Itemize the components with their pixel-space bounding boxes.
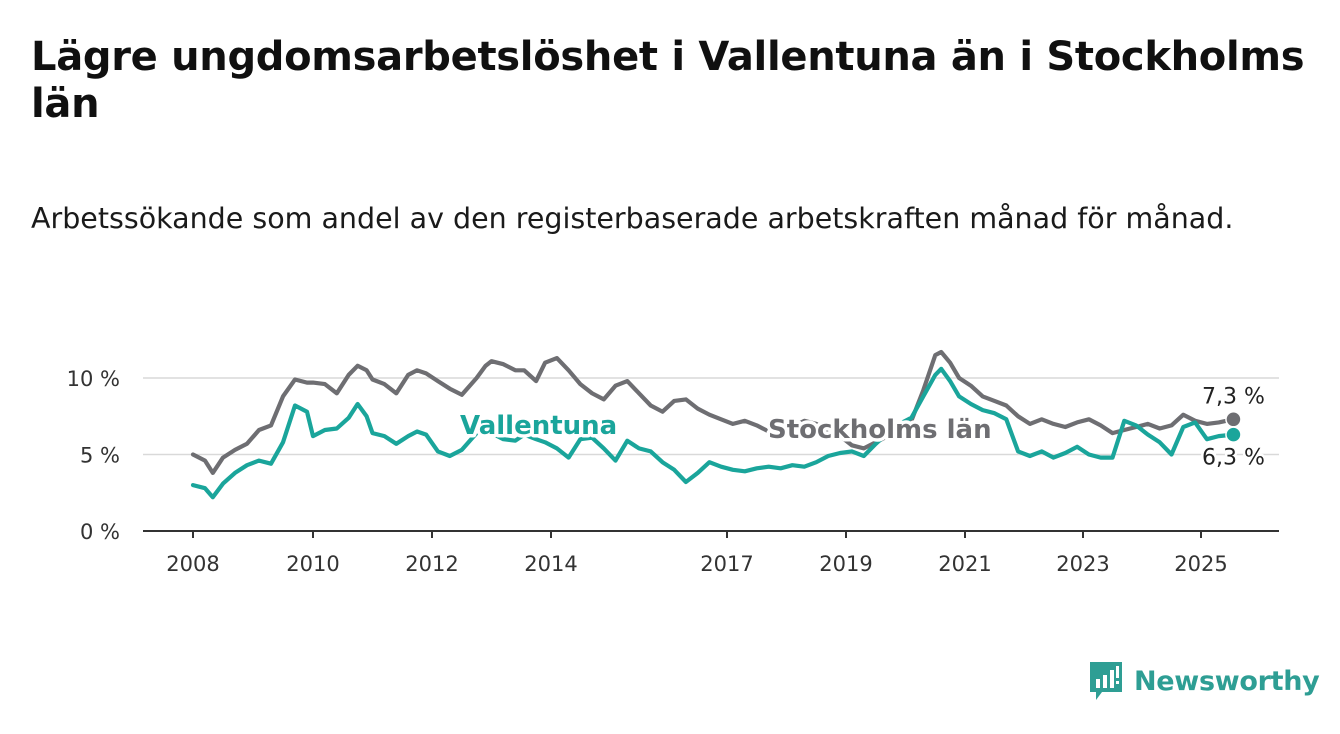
y-tick-label: 5 % xyxy=(80,444,120,468)
chart-subtitle: Arbetssökande som andel av den registerb… xyxy=(31,202,1234,235)
end-label-stockholms-lan: 7,3 % xyxy=(1202,384,1265,409)
end-point-stockholms-lan xyxy=(1225,411,1242,428)
x-tick-label: 2025 xyxy=(1174,552,1227,576)
newsworthy-brand: Newsworthy xyxy=(1088,659,1320,703)
x-tick-label: 2023 xyxy=(1056,552,1109,576)
series-line-vallentuna xyxy=(190,366,1236,500)
x-tick-label: 2021 xyxy=(938,552,991,576)
x-tick-label: 2014 xyxy=(524,552,577,576)
x-tick-label: 2008 xyxy=(166,552,219,576)
end-point-vallentuna xyxy=(1225,426,1242,443)
x-tick-label: 2017 xyxy=(700,552,753,576)
line-chart: 0 % 5 % 10 % 2008 2010 2012 2014 2017 2019 2021 20… xyxy=(67,349,1279,576)
series-label-stockholms-lan: Stockholms län xyxy=(768,415,992,445)
x-tick-label: 2012 xyxy=(405,552,458,576)
chart-title: Lägre ungdomsarbetslöshet i Vallentuna ä… xyxy=(31,34,1305,127)
series-label-vallentuna: Vallentuna xyxy=(460,411,617,441)
y-tick-label: 0 % xyxy=(80,520,120,544)
end-label-vallentuna: 6,3 % xyxy=(1202,446,1265,471)
series-line-stockholms-lan xyxy=(190,349,1236,475)
x-tick-label: 2019 xyxy=(819,552,872,576)
x-tick-label: 2010 xyxy=(286,552,339,576)
brand-name: Newsworthy xyxy=(1134,665,1320,697)
y-tick-label: 10 % xyxy=(67,367,120,391)
bar-chart-speech-bubble-icon xyxy=(1090,662,1122,700)
